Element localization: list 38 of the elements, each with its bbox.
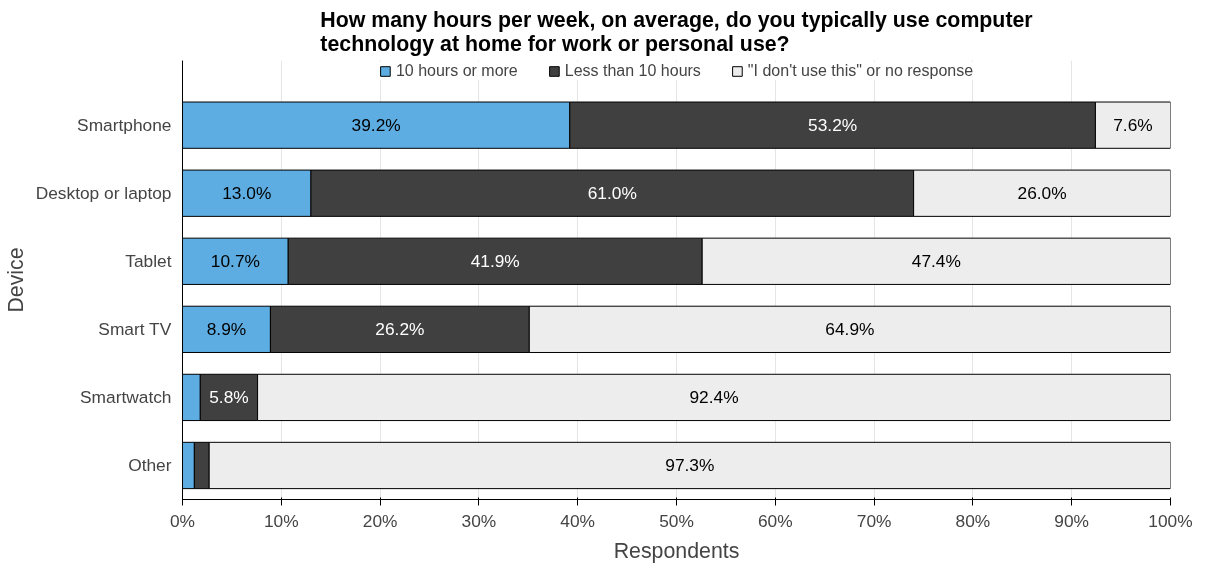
data-label: 7.6% bbox=[1113, 115, 1153, 136]
x-tick-label: 30% bbox=[461, 510, 497, 531]
chart-title: How many hours per week, on average, do you typically use computer technology at home for work or personal use? bbox=[320, 7, 1033, 56]
x-tick-label: 0% bbox=[169, 510, 196, 531]
x-tick-label: 80% bbox=[955, 510, 991, 531]
y-tick-label: Other bbox=[128, 455, 172, 476]
x-tick-label: 40% bbox=[560, 510, 596, 531]
x-tick-label: 60% bbox=[757, 510, 793, 531]
data-label: 10.7% bbox=[210, 251, 260, 272]
y-tick-label: Tablet bbox=[125, 251, 172, 272]
x-tick-label: 20% bbox=[362, 510, 398, 531]
data-label: 41.9% bbox=[470, 251, 520, 272]
data-label: 8.9% bbox=[206, 319, 247, 340]
data-label: 92.4% bbox=[689, 387, 739, 408]
legend-label: 10 hours or more bbox=[395, 62, 518, 80]
data-label: 64.9% bbox=[825, 319, 875, 340]
data-label: 5.8% bbox=[209, 387, 249, 408]
x-tick-label: 50% bbox=[659, 510, 694, 531]
data-label: 61.0% bbox=[587, 183, 637, 204]
data-label: 97.3% bbox=[665, 455, 715, 476]
y-tick-label: Desktop or laptop bbox=[35, 183, 172, 204]
y-tick-label: Smartwatch bbox=[80, 387, 172, 408]
data-label: 53.2% bbox=[808, 115, 858, 136]
x-tick-label: 70% bbox=[856, 510, 892, 531]
data-label: 13.0% bbox=[222, 183, 272, 204]
data-label: 39.2% bbox=[351, 115, 401, 136]
x-tick-label: 10% bbox=[263, 510, 299, 531]
data-label: 47.4% bbox=[911, 251, 961, 272]
y-tick-label: Smart TV bbox=[98, 319, 172, 340]
x-tick-label: 90% bbox=[1054, 510, 1090, 531]
data-label: 26.0% bbox=[1017, 183, 1067, 204]
legend-label: "I don't use this" or no response bbox=[747, 62, 974, 80]
y-tick-label: Smartphone bbox=[77, 115, 172, 136]
legend-label: Less than 10 hours bbox=[564, 62, 701, 80]
data-label: 26.2% bbox=[375, 319, 425, 340]
x-axis-title: Respondents bbox=[613, 538, 740, 563]
y-axis-title: Device bbox=[3, 247, 28, 313]
x-tick-label: 100% bbox=[1148, 510, 1193, 531]
